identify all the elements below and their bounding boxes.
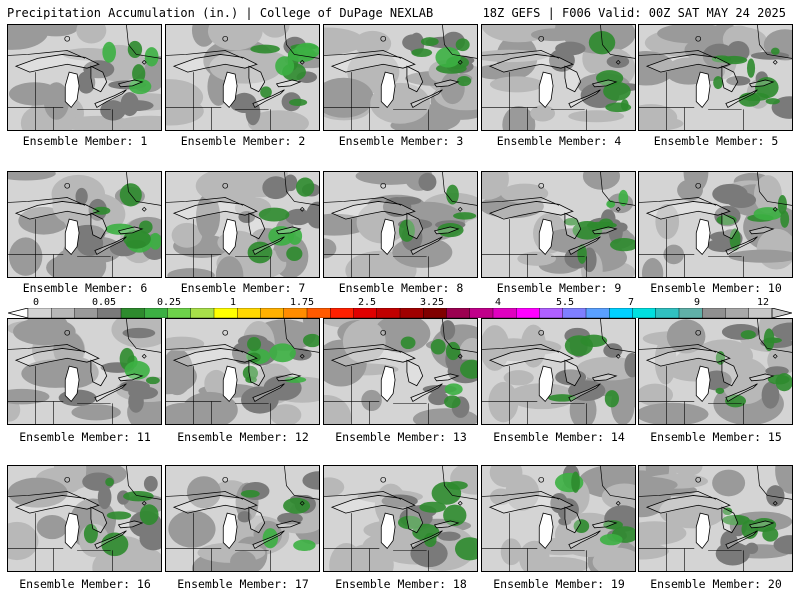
- ensemble-member-map: [7, 24, 162, 131]
- ensemble-member-map: [638, 465, 793, 572]
- colorbar-swatch: [516, 308, 540, 318]
- ensemble-member-label: Ensemble Member: 16: [19, 577, 151, 591]
- ensemble-member-label: Ensemble Member: 12: [177, 430, 309, 444]
- colorbar-swatch: [283, 308, 308, 318]
- colorbar-swatch: [74, 308, 99, 318]
- colorbar-tick-label: 0.05: [91, 297, 117, 308]
- colorbar-swatch: [51, 308, 75, 318]
- colorbar-swatch: [609, 308, 633, 318]
- model-valid-time: 18Z GEFS | F006 Valid: 00Z SAT MAY 24 20…: [482, 6, 786, 20]
- colorbar-swatch: [330, 308, 354, 318]
- colorbar-tick-label: 1: [229, 297, 237, 308]
- colorbar-swatch: [678, 308, 703, 318]
- ensemble-member-map: [165, 171, 320, 278]
- ensemble-member-map: [323, 171, 478, 278]
- ensemble-member-map: [7, 318, 162, 425]
- ensemble-member-map: [323, 318, 478, 425]
- colorbar-tick-label: 12: [756, 297, 770, 308]
- ensemble-member-label: Ensemble Member: 3: [338, 134, 464, 148]
- colorbar-swatch: [702, 308, 726, 318]
- colorbar-swatch: [353, 308, 378, 318]
- colorbar-tick-label: 0.25: [156, 297, 182, 308]
- colorbar-tick-label: 7: [627, 297, 635, 308]
- ensemble-member-map: [323, 24, 478, 131]
- ensemble-member-label: Ensemble Member: 20: [650, 577, 782, 591]
- ensemble-member-label: Ensemble Member: 17: [177, 577, 309, 591]
- colorbar-tick-label: 4: [494, 297, 502, 308]
- ensemble-member-map: [7, 171, 162, 278]
- ensemble-member-map: [638, 318, 793, 425]
- ensemble-member-map: [165, 465, 320, 572]
- colorbar-swatch: [399, 308, 424, 318]
- colorbar: [8, 308, 792, 318]
- colorbar-swatch: [748, 308, 773, 318]
- ensemble-member-map: [165, 24, 320, 131]
- ensemble-member-map: [481, 24, 636, 131]
- colorbar-swatch: [97, 308, 122, 318]
- chart-title: Precipitation Accumulation (in.) | Colle…: [7, 6, 434, 20]
- ensemble-member-label: Ensemble Member: 6: [22, 281, 148, 295]
- colorbar-tick-label: 1.75: [289, 297, 315, 308]
- ensemble-member-label: Ensemble Member: 1: [22, 134, 148, 148]
- ensemble-member-map: [481, 171, 636, 278]
- colorbar-tick-label: 5.5: [555, 297, 575, 308]
- colorbar-tick-label: 2.5: [357, 297, 377, 308]
- ensemble-member-label: Ensemble Member: 14: [493, 430, 625, 444]
- ensemble-member-label: Ensemble Member: 8: [338, 281, 464, 295]
- ensemble-member-label: Ensemble Member: 10: [650, 281, 782, 295]
- ensemble-member-map: [165, 318, 320, 425]
- colorbar-swatch: [376, 308, 401, 318]
- colorbar-swatch: [469, 308, 494, 318]
- ensemble-member-label: Ensemble Member: 5: [653, 134, 779, 148]
- ensemble-member-label: Ensemble Member: 9: [496, 281, 622, 295]
- colorbar-swatch: [492, 308, 517, 318]
- ensemble-member-label: Ensemble Member: 11: [19, 430, 151, 444]
- colorbar-swatch: [213, 308, 238, 318]
- ensemble-member-map: [323, 465, 478, 572]
- ensemble-member-label: Ensemble Member: 4: [496, 134, 622, 148]
- ensemble-member-label: Ensemble Member: 15: [650, 430, 782, 444]
- colorbar-swatch: [423, 308, 447, 318]
- colorbar-swatch: [306, 308, 331, 318]
- colorbar-swatch: [260, 308, 285, 318]
- ensemble-member-label: Ensemble Member: 7: [180, 281, 306, 295]
- ensemble-member-label: Ensemble Member: 13: [335, 430, 467, 444]
- colorbar-swatch: [237, 308, 261, 318]
- colorbar-swatch: [585, 308, 610, 318]
- colorbar-swatch: [632, 308, 657, 318]
- ensemble-member-label: Ensemble Member: 18: [335, 577, 467, 591]
- colorbar-swatch: [27, 308, 52, 318]
- colorbar-swatch: [144, 308, 168, 318]
- ensemble-member-label: Ensemble Member: 19: [493, 577, 625, 591]
- ensemble-member-map: [481, 465, 636, 572]
- colorbar-swatch: [446, 308, 471, 318]
- colorbar-swatch: [725, 308, 750, 318]
- colorbar-tick-label: 9: [693, 297, 701, 308]
- ensemble-member-map: [7, 465, 162, 572]
- colorbar-swatch: [562, 308, 587, 318]
- colorbar-swatch: [655, 308, 680, 318]
- colorbar-tick-label: 3.25: [419, 297, 445, 308]
- ensemble-member-map: [481, 318, 636, 425]
- colorbar-swatch: [539, 308, 564, 318]
- colorbar-tick-label: 0: [32, 297, 40, 308]
- ensemble-member-label: Ensemble Member: 2: [180, 134, 306, 148]
- colorbar-swatch: [190, 308, 215, 318]
- colorbar-swatch: [167, 308, 192, 318]
- colorbar-swatch: [120, 308, 145, 318]
- ensemble-member-map: [638, 171, 793, 278]
- ensemble-member-map: [638, 24, 793, 131]
